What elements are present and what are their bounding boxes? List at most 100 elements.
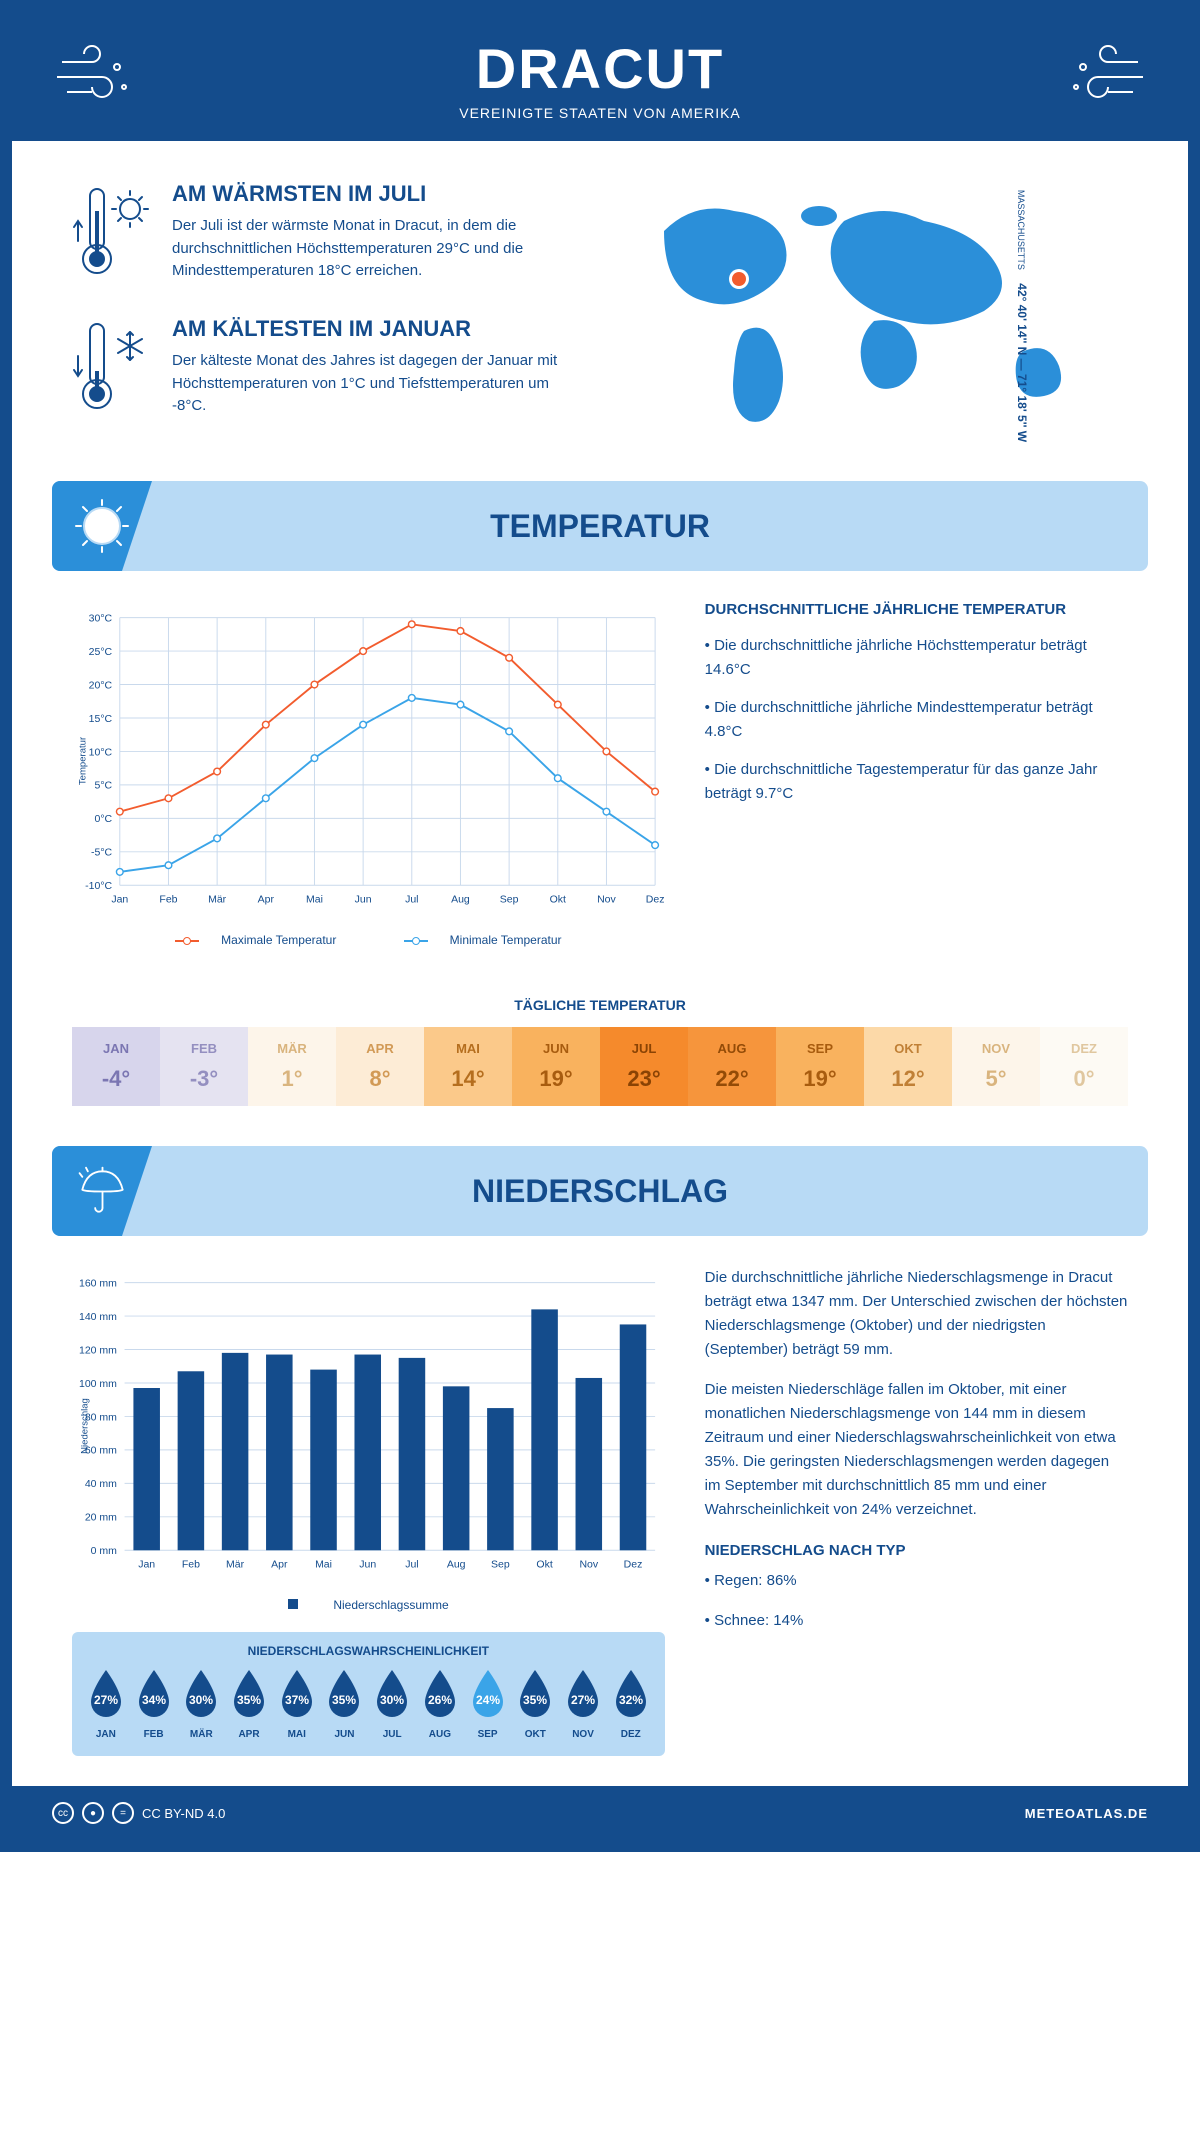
svg-text:30%: 30%: [380, 1693, 404, 1707]
svg-text:-5°C: -5°C: [91, 847, 113, 859]
svg-text:Aug: Aug: [447, 1558, 466, 1570]
daily-temp-cell: FEB-3°: [160, 1027, 248, 1106]
umbrella-icon: [52, 1146, 152, 1236]
precipitation-section-header: NIEDERSCHLAG: [52, 1146, 1148, 1236]
svg-text:Dez: Dez: [624, 1558, 643, 1570]
coldest-text: Der kälteste Monat des Jahres ist dagege…: [172, 350, 580, 418]
svg-text:32%: 32%: [619, 1693, 643, 1707]
probability-drop: 26%AUG: [416, 1668, 464, 1740]
daily-temp-cell: JAN-4°: [72, 1027, 160, 1106]
daily-temp-title: TÄGLICHE TEMPERATUR: [12, 997, 1188, 1013]
svg-text:Apr: Apr: [258, 893, 275, 905]
svg-text:35%: 35%: [237, 1693, 261, 1707]
page-title: DRACUT: [52, 36, 1148, 101]
svg-text:-10°C: -10°C: [85, 880, 112, 892]
by-icon: ●: [82, 1802, 104, 1824]
svg-text:Temperatur: Temperatur: [77, 736, 88, 785]
probability-drop: 30%MÄR: [177, 1668, 225, 1740]
daily-temp-cell: AUG22°: [688, 1027, 776, 1106]
svg-text:140 mm: 140 mm: [79, 1311, 117, 1323]
svg-text:0 mm: 0 mm: [91, 1545, 118, 1557]
svg-text:Mär: Mär: [208, 893, 227, 905]
svg-text:27%: 27%: [94, 1693, 118, 1707]
svg-text:Aug: Aug: [451, 893, 470, 905]
sun-icon: [52, 481, 152, 571]
svg-text:Okt: Okt: [550, 893, 566, 905]
svg-text:Niederschlag: Niederschlag: [79, 1398, 90, 1454]
svg-text:10°C: 10°C: [89, 746, 113, 758]
svg-text:100 mm: 100 mm: [79, 1378, 117, 1390]
footer: cc ● = CC BY-ND 4.0 METEOATLAS.DE: [12, 1786, 1188, 1840]
probability-drop: 35%APR: [225, 1668, 273, 1740]
probability-drop: 27%NOV: [559, 1668, 607, 1740]
daily-temp-cell: MÄR1°: [248, 1027, 336, 1106]
svg-text:Apr: Apr: [271, 1558, 288, 1570]
probability-drop: 35%OKT: [511, 1668, 559, 1740]
svg-text:Dez: Dez: [646, 893, 665, 905]
daily-temp-cell: OKT12°: [864, 1027, 952, 1106]
precipitation-probability-box: NIEDERSCHLAGSWAHRSCHEINLICHKEIT 27%JAN34…: [72, 1632, 665, 1756]
svg-text:Mai: Mai: [315, 1558, 332, 1570]
temperature-info: DURCHSCHNITTLICHE JÄHRLICHE TEMPERATUR •…: [705, 601, 1128, 947]
svg-text:160 mm: 160 mm: [79, 1277, 117, 1289]
daily-temp-cell: SEP19°: [776, 1027, 864, 1106]
license: cc ● = CC BY-ND 4.0: [52, 1802, 225, 1824]
daily-temp-cell: APR8°: [336, 1027, 424, 1106]
probability-drop: 35%JUN: [321, 1668, 369, 1740]
probability-drop: 32%DEZ: [607, 1668, 655, 1740]
svg-text:Jul: Jul: [405, 893, 418, 905]
svg-text:27%: 27%: [571, 1693, 595, 1707]
temperature-legend: Maximale Temperatur Minimale Temperatur: [72, 933, 665, 947]
daily-temp-cell: JUL23°: [600, 1027, 688, 1106]
daily-temp-cell: NOV5°: [952, 1027, 1040, 1106]
svg-text:0°C: 0°C: [95, 813, 113, 825]
svg-text:26%: 26%: [428, 1693, 452, 1707]
svg-text:Jul: Jul: [405, 1558, 418, 1570]
world-map: [620, 181, 1128, 441]
svg-text:Mai: Mai: [306, 893, 323, 905]
probability-drop: 24%SEP: [464, 1668, 512, 1740]
probability-drop: 30%JUL: [368, 1668, 416, 1740]
nd-icon: =: [112, 1802, 134, 1824]
svg-text:37%: 37%: [285, 1693, 309, 1707]
svg-text:Jan: Jan: [138, 1558, 155, 1570]
probability-drop: 34%FEB: [130, 1668, 178, 1740]
daily-temp-table: JAN-4°FEB-3°MÄR1°APR8°MAI14°JUN19°JUL23°…: [72, 1027, 1128, 1106]
precipitation-text: Die durchschnittliche jährliche Niedersc…: [705, 1266, 1128, 1756]
svg-text:40 mm: 40 mm: [85, 1478, 117, 1490]
svg-text:Jun: Jun: [355, 893, 372, 905]
coordinates: MASSACHUSETTS 42° 40' 14'' N — 71° 18' 5…: [1015, 190, 1029, 442]
coldest-block: AM KÄLTESTEN IM JANUAR Der kälteste Mona…: [72, 316, 580, 421]
svg-text:Jun: Jun: [359, 1558, 376, 1570]
svg-text:Nov: Nov: [579, 1558, 598, 1570]
svg-text:Feb: Feb: [159, 893, 177, 905]
svg-text:35%: 35%: [523, 1693, 547, 1707]
page-subtitle: VEREINIGTE STAATEN VON AMERIKA: [52, 105, 1148, 121]
svg-text:20 mm: 20 mm: [85, 1512, 117, 1524]
svg-text:Feb: Feb: [182, 1558, 200, 1570]
temperature-section-header: TEMPERATUR: [52, 481, 1148, 571]
precipitation-bar-chart: 0 mm20 mm40 mm60 mm80 mm100 mm120 mm140 …: [72, 1266, 665, 1586]
warmest-block: AM WÄRMSTEN IM JULI Der Juli ist der wär…: [72, 181, 580, 286]
svg-text:24%: 24%: [476, 1693, 500, 1707]
svg-text:34%: 34%: [142, 1693, 166, 1707]
svg-text:25°C: 25°C: [89, 646, 113, 658]
probability-drop: 27%JAN: [82, 1668, 130, 1740]
warmest-text: Der Juli ist der wärmste Monat in Dracut…: [172, 215, 580, 283]
svg-text:35%: 35%: [332, 1693, 356, 1707]
daily-temp-cell: MAI14°: [424, 1027, 512, 1106]
cc-icon: cc: [52, 1802, 74, 1824]
svg-text:Sep: Sep: [491, 1558, 510, 1570]
svg-text:Sep: Sep: [500, 893, 519, 905]
site-name: METEOATLAS.DE: [1025, 1806, 1148, 1821]
svg-text:30%: 30%: [189, 1693, 213, 1707]
header: DRACUT VEREINIGTE STAATEN VON AMERIKA: [12, 12, 1188, 141]
svg-text:120 mm: 120 mm: [79, 1344, 117, 1356]
probability-drop: 37%MAI: [273, 1668, 321, 1740]
warmest-title: AM WÄRMSTEN IM JULI: [172, 181, 580, 207]
svg-text:20°C: 20°C: [89, 679, 113, 691]
intro-section: AM WÄRMSTEN IM JULI Der Juli ist der wär…: [12, 141, 1188, 481]
svg-text:Mär: Mär: [226, 1558, 245, 1570]
daily-temp-cell: JUN19°: [512, 1027, 600, 1106]
precipitation-legend: Niederschlagssumme: [72, 1598, 665, 1612]
